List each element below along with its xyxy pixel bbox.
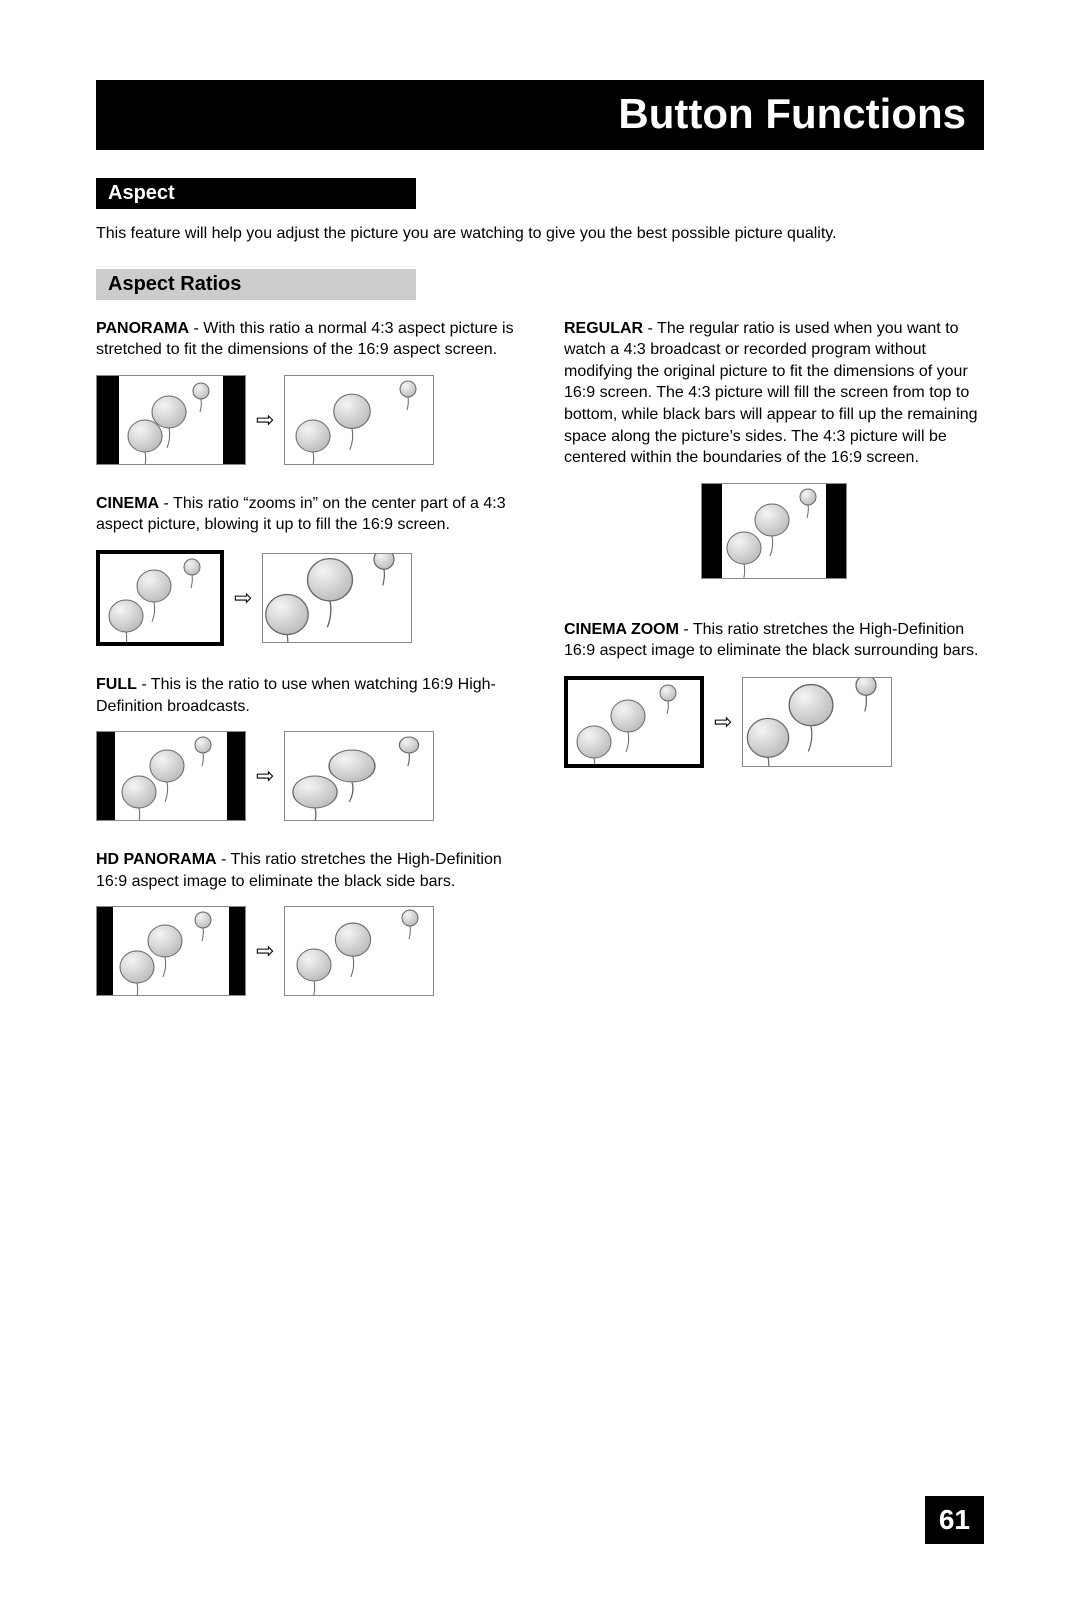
figure-before bbox=[96, 906, 246, 996]
figure-after bbox=[284, 731, 434, 821]
figure-after bbox=[742, 677, 892, 767]
ratio-full: FULL - This is the ratio to use when wat… bbox=[96, 674, 516, 821]
figure-before bbox=[96, 731, 246, 821]
ratio-text: FULL - This is the ratio to use when wat… bbox=[96, 674, 516, 717]
ratio-desc: - This is the ratio to use when watching… bbox=[96, 676, 496, 715]
ratio-label: REGULAR bbox=[564, 320, 643, 337]
figure-row: ⇨ bbox=[96, 731, 516, 821]
ratio-desc: - The regular ratio is used when you wan… bbox=[564, 320, 978, 467]
figure-after bbox=[284, 906, 434, 996]
ratio-text: PANORAMA - With this ratio a normal 4:3 … bbox=[96, 318, 516, 361]
section-intro: This feature will help you adjust the pi… bbox=[96, 223, 984, 245]
figure-row: ⇨ bbox=[96, 550, 516, 646]
arrow-icon: ⇨ bbox=[254, 765, 276, 787]
ratio-cinema-zoom: CINEMA ZOOM - This ratio stretches the H… bbox=[564, 619, 984, 768]
ratio-text: CINEMA ZOOM - This ratio stretches the H… bbox=[564, 619, 984, 662]
page-number: 61 bbox=[925, 1496, 984, 1544]
section-label-aspect: Aspect bbox=[96, 178, 416, 209]
ratio-label: PANORAMA bbox=[96, 320, 189, 337]
ratio-label: HD PANORAMA bbox=[96, 851, 217, 868]
ratio-text: REGULAR - The regular ratio is used when… bbox=[564, 318, 984, 469]
subsection-label-aspect-ratios: Aspect Ratios bbox=[96, 269, 416, 300]
ratio-label: CINEMA ZOOM bbox=[564, 621, 679, 638]
arrow-icon: ⇨ bbox=[254, 409, 276, 431]
arrow-icon: ⇨ bbox=[712, 711, 734, 733]
arrow-icon: ⇨ bbox=[254, 940, 276, 962]
figure-after bbox=[284, 375, 434, 465]
content-columns: PANORAMA - With this ratio a normal 4:3 … bbox=[96, 318, 984, 1025]
arrow-icon: ⇨ bbox=[232, 587, 254, 609]
ratio-panorama: PANORAMA - With this ratio a normal 4:3 … bbox=[96, 318, 516, 465]
figure-after bbox=[262, 553, 412, 643]
figure-row bbox=[564, 483, 984, 579]
ratio-hd-panorama: HD PANORAMA - This ratio stretches the H… bbox=[96, 849, 516, 996]
figure-row: ⇨ bbox=[96, 375, 516, 465]
ratio-label: FULL bbox=[96, 676, 137, 693]
ratio-text: HD PANORAMA - This ratio stretches the H… bbox=[96, 849, 516, 892]
page-title-banner: Button Functions bbox=[96, 80, 984, 150]
ratio-regular: REGULAR - The regular ratio is used when… bbox=[564, 318, 984, 579]
left-column: PANORAMA - With this ratio a normal 4:3 … bbox=[96, 318, 516, 1025]
ratio-label: CINEMA bbox=[96, 495, 159, 512]
figure-regular bbox=[701, 483, 847, 579]
figure-row: ⇨ bbox=[564, 676, 984, 768]
ratio-text: CINEMA - This ratio “zooms in” on the ce… bbox=[96, 493, 516, 536]
figure-before bbox=[96, 550, 224, 646]
figure-before bbox=[564, 676, 704, 768]
ratio-cinema: CINEMA - This ratio “zooms in” on the ce… bbox=[96, 493, 516, 646]
right-column: REGULAR - The regular ratio is used when… bbox=[564, 318, 984, 1025]
figure-before bbox=[96, 375, 246, 465]
figure-row: ⇨ bbox=[96, 906, 516, 996]
